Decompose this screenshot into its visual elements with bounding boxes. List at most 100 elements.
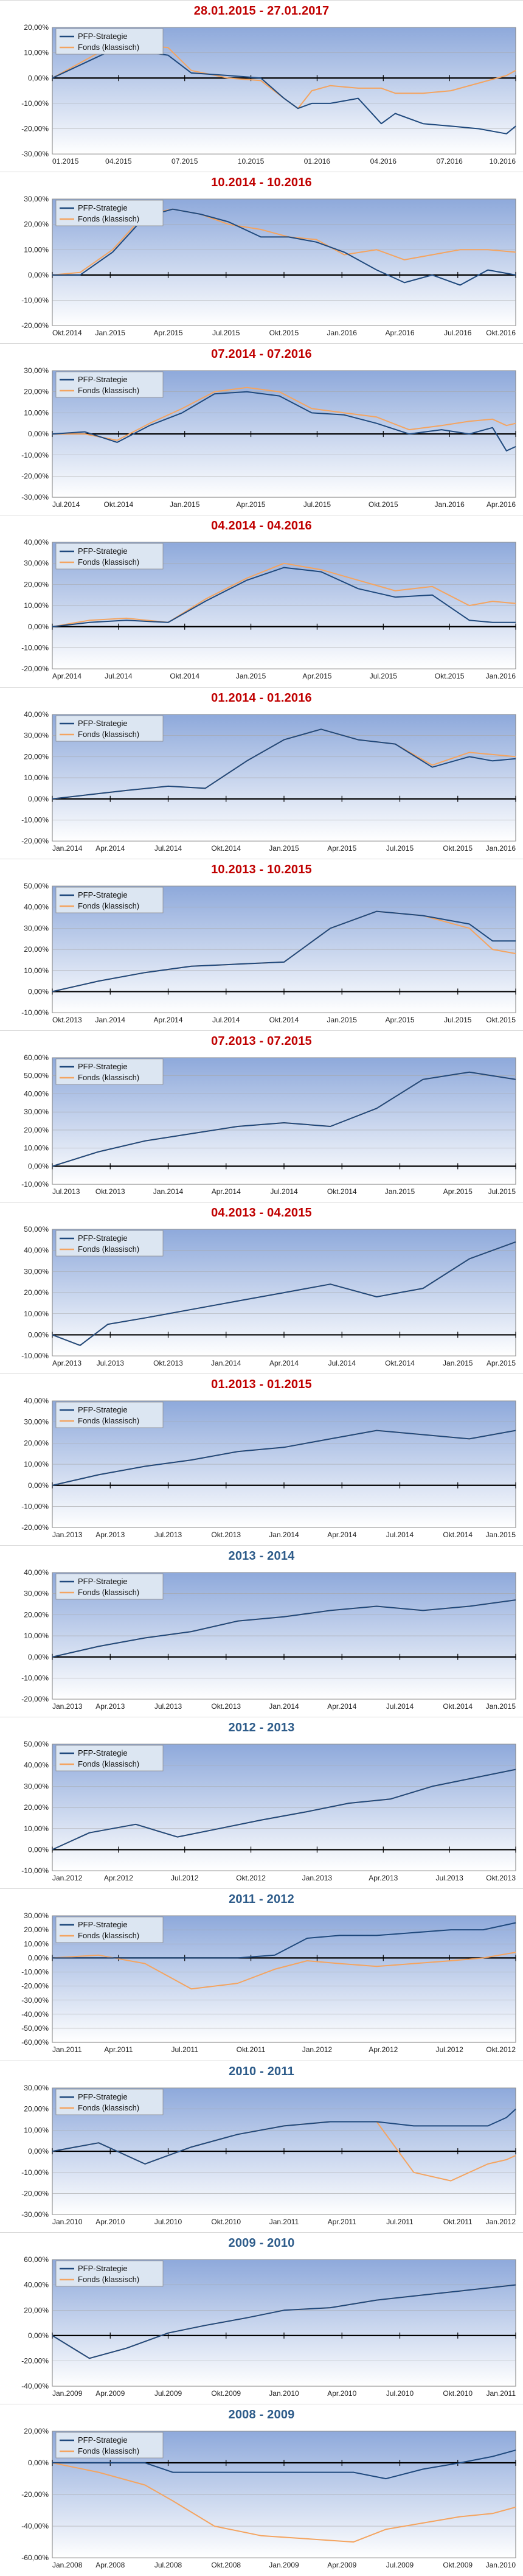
- legend-box: [55, 543, 164, 570]
- legend-box: [55, 1058, 164, 1085]
- chart-title: 2013 - 2014: [228, 1549, 295, 1563]
- legend-label: PFP-Strategie: [78, 2092, 128, 2101]
- x-tick-label: Apr.2014: [212, 1187, 241, 1196]
- y-tick-label: 0,00%: [28, 2459, 49, 2467]
- x-tick-label: Okt.2015: [269, 329, 299, 337]
- x-tick-label: 04.2016: [370, 157, 397, 166]
- y-tick-label: -20,00%: [21, 837, 49, 845]
- legend-label: PFP-Strategie: [78, 2264, 128, 2273]
- chart-title: 10.2014 - 10.2016: [211, 176, 312, 190]
- x-tick-label: Jul.2009: [154, 2389, 182, 2398]
- y-tick-label: -10,00%: [21, 1674, 49, 1683]
- y-tick-label: -20,00%: [21, 1695, 49, 1703]
- legend-box: [55, 2260, 164, 2287]
- y-tick-label: -10,00%: [21, 451, 49, 459]
- chart-panel: 2011 - 2012 30,00% 20,00% 10,00% 0,00% -10,00…: [0, 1888, 523, 2061]
- y-tick-label: 20,00%: [24, 581, 49, 589]
- legend-label: PFP-Strategie: [78, 2435, 128, 2445]
- y-tick-label: -10,00%: [21, 2168, 49, 2176]
- x-tick-label: Jan.2014: [153, 1187, 184, 1196]
- legend-box: [55, 1917, 164, 1943]
- x-tick-label: Jan.2012: [486, 2218, 516, 2226]
- x-tick-label: Apr.2015: [153, 329, 182, 337]
- x-tick-label: Jan.2011: [52, 2046, 82, 2054]
- y-tick-label: 20,00%: [24, 752, 49, 761]
- chart-title: 01.2014 - 01.2016: [211, 691, 312, 705]
- y-tick-label: 30,00%: [24, 195, 49, 203]
- x-tick-label: 07.2016: [436, 157, 463, 166]
- legend-label: PFP-Strategie: [78, 719, 128, 728]
- x-tick-label: Okt.2015: [369, 500, 398, 509]
- chart-title: 2009 - 2010: [228, 2236, 295, 2250]
- x-tick-label: Jan.2015: [236, 672, 266, 681]
- y-tick-label: 20,00%: [24, 1439, 49, 1447]
- legend-label: PFP-Strategie: [78, 203, 128, 212]
- x-tick-label: Jan.2009: [52, 2389, 83, 2398]
- legend-label: Fonds (klassisch): [78, 730, 139, 739]
- x-tick-label: Jan.2013: [52, 1702, 83, 1711]
- x-tick-label: Okt.2015: [443, 844, 473, 853]
- y-tick-label: 20,00%: [24, 2427, 49, 2435]
- y-tick-label: 40,00%: [24, 1246, 49, 1255]
- y-tick-label: 0,00%: [28, 2331, 49, 2340]
- legend-label: Fonds (klassisch): [78, 901, 139, 910]
- y-tick-label: -30,00%: [21, 2210, 49, 2219]
- x-tick-label: Jan.2011: [269, 2218, 299, 2226]
- x-tick-label: Okt.2010: [211, 2218, 241, 2226]
- y-tick-label: 10,00%: [24, 1824, 49, 1833]
- line-chart: 50,00% 40,00% 30,00% 20,00% 10,00% 0,00% -10,0…: [21, 1225, 516, 1367]
- y-tick-label: 10,00%: [24, 601, 49, 610]
- legend-box: [55, 200, 164, 226]
- y-tick-label: -10,00%: [21, 1352, 49, 1360]
- y-tick-label: 0,00%: [28, 1846, 49, 1854]
- y-tick-label: -10,00%: [21, 1866, 49, 1875]
- y-tick-label: 20,00%: [24, 1926, 49, 1935]
- legend-box: [55, 1401, 164, 1428]
- series-line-pfp-strategie: [52, 1071, 516, 1167]
- y-tick-label: 30,00%: [24, 1911, 49, 1920]
- x-tick-label: Jul.2014: [386, 1531, 414, 1539]
- series-line-fonds-klassisch: [52, 1952, 516, 1990]
- legend-label: Fonds (klassisch): [78, 43, 139, 52]
- series-line-fonds-klassisch: [52, 42, 516, 110]
- x-tick-label: Apr.2011: [328, 2218, 356, 2226]
- y-tick-label: -10,00%: [21, 1503, 49, 1511]
- x-tick-label: Jul.2015: [212, 329, 240, 337]
- legend-box: [55, 715, 164, 741]
- line-chart: 40,00% 30,00% 20,00% 10,00% 0,00% -10,00% -20,…: [21, 1397, 516, 1539]
- x-tick-label: Okt.2011: [237, 2046, 266, 2054]
- x-tick-label: Okt.2013: [211, 1702, 241, 1711]
- x-tick-label: 07.2015: [171, 157, 198, 166]
- x-tick-label: Jan.2012: [302, 2046, 333, 2054]
- x-tick-label: Okt.2014: [170, 672, 199, 681]
- chart-panel: 2010 - 2011 30,00% 20,00% 10,00% 0,00% -10,00…: [0, 2060, 523, 2233]
- y-tick-label: 50,00%: [24, 882, 49, 890]
- chart-panel: 10.2013 - 10.2015 50,00% 40,00% 30,00% 20,00…: [0, 858, 523, 1031]
- y-tick-label: -40,00%: [21, 2522, 49, 2530]
- y-tick-label: 40,00%: [24, 1568, 49, 1577]
- x-tick-label: Jul.2015: [370, 672, 398, 681]
- x-tick-label: Jan.2014: [95, 1016, 126, 1024]
- x-tick-label: Jan.2015: [95, 329, 126, 337]
- series-line-pfp-strategie: [52, 2108, 516, 2165]
- legend-label: PFP-Strategie: [78, 1062, 128, 1071]
- y-tick-label: 10,00%: [24, 1460, 49, 1468]
- x-tick-label: Jan.2011: [487, 2389, 516, 2398]
- x-tick-label: Jan.2013: [52, 1531, 83, 1539]
- x-tick-label: Jul.2011: [386, 2218, 414, 2226]
- y-tick-label: 0,00%: [28, 1162, 49, 1170]
- x-tick-label: Jul.2014: [105, 672, 133, 681]
- series-line-pfp-strategie: [52, 2449, 516, 2479]
- line-chart: 30,00% 20,00% 10,00% 0,00% -10,00% -20,00% -30…: [21, 2084, 516, 2226]
- x-tick-label: Jan.2014: [269, 1531, 299, 1539]
- x-tick-label: Jan.2015: [170, 500, 200, 509]
- x-tick-label: Jul.2015: [386, 844, 414, 853]
- x-tick-label: Apr.2016: [385, 329, 414, 337]
- x-tick-label: Jan.2010: [269, 2389, 299, 2398]
- x-tick-label: Apr.2010: [327, 2389, 356, 2398]
- x-tick-label: Okt.2015: [486, 1016, 516, 1024]
- line-chart: 40,00% 30,00% 20,00% 10,00% 0,00% -10,00% -20,…: [21, 538, 516, 681]
- chart-panel: 01.2014 - 01.2016 40,00% 30,00% 20,00% 10,00…: [0, 686, 523, 859]
- x-tick-label: Okt.2013: [486, 1874, 516, 1882]
